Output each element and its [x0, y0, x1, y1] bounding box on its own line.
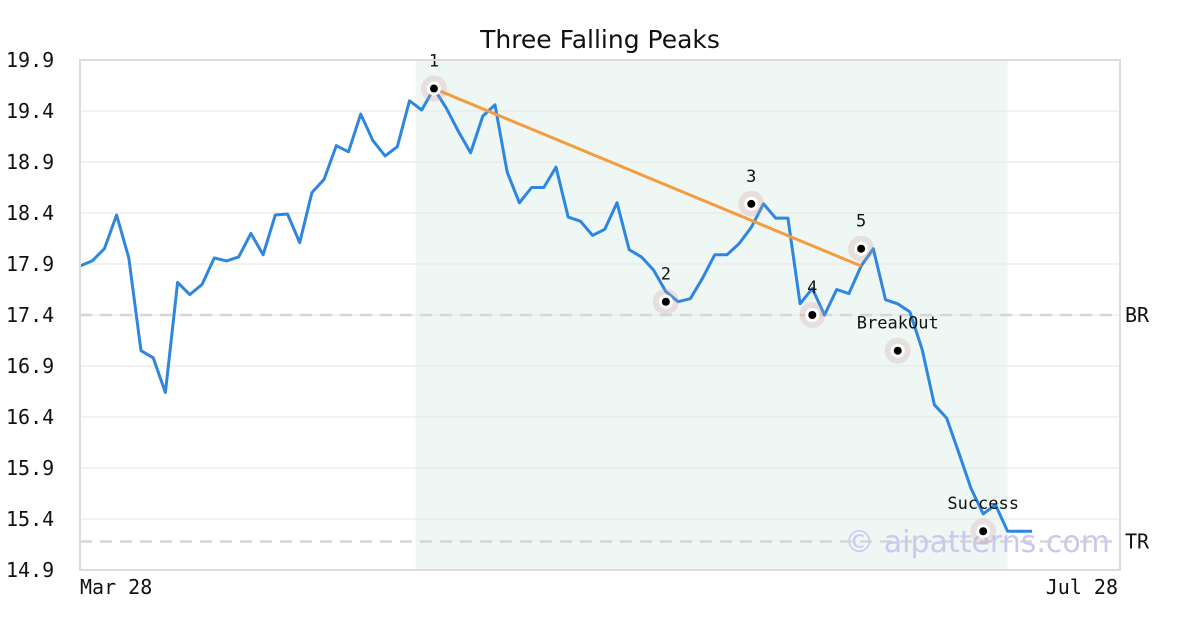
y-tick-label: 19.4 [6, 99, 54, 123]
pattern-point [857, 244, 866, 253]
pattern-point [893, 346, 902, 355]
x-tick-label: Mar 28 [80, 575, 152, 599]
y-tick-label: 19.9 [6, 48, 54, 72]
y-tick-label: 17.4 [6, 303, 54, 327]
x-axis: Mar 28 Jul 28 [80, 575, 1118, 599]
y-tick-label: 16.4 [6, 405, 54, 429]
pattern-point [979, 527, 988, 536]
pattern-point-label: 4 [807, 278, 817, 298]
pattern-points: 1 2 3 4 5 BreakOut Success [420, 52, 1019, 545]
y-tick-label: 18.4 [6, 201, 54, 225]
y-tick-label: 16.9 [6, 354, 54, 378]
y-tick-label: 17.9 [6, 252, 54, 276]
pattern-point-label: 1 [429, 52, 439, 72]
pattern-point-label: Success [947, 494, 1019, 514]
pattern-point-label: 3 [746, 167, 756, 187]
x-tick-label: Jul 28 [1046, 575, 1118, 599]
pattern-point [429, 84, 438, 93]
y-tick-label: 15.9 [6, 456, 54, 480]
price-line [79, 87, 1032, 533]
pattern-point-label: 5 [856, 212, 866, 232]
pattern-point [661, 297, 670, 306]
pattern-point [747, 199, 756, 208]
level-label: TR [1125, 529, 1150, 553]
chart-title: Three Falling Peaks [479, 25, 720, 54]
pattern-point-label: 2 [661, 265, 671, 285]
y-tick-label: 15.4 [6, 507, 54, 531]
pattern-point-label: BreakOut [857, 314, 939, 334]
y-axis: 19.9 19.4 18.9 18.4 17.9 17.4 16.9 16.4 15.9 15.4… [6, 48, 54, 582]
plot-frame [79, 59, 1121, 571]
level-label: BR [1125, 303, 1150, 327]
pattern-point [808, 311, 817, 319]
trend-line [433, 87, 862, 268]
level-lines: BR TR [80, 303, 1150, 553]
y-tick-label: 14.9 [6, 558, 54, 582]
y-tick-label: 18.9 [6, 150, 54, 174]
